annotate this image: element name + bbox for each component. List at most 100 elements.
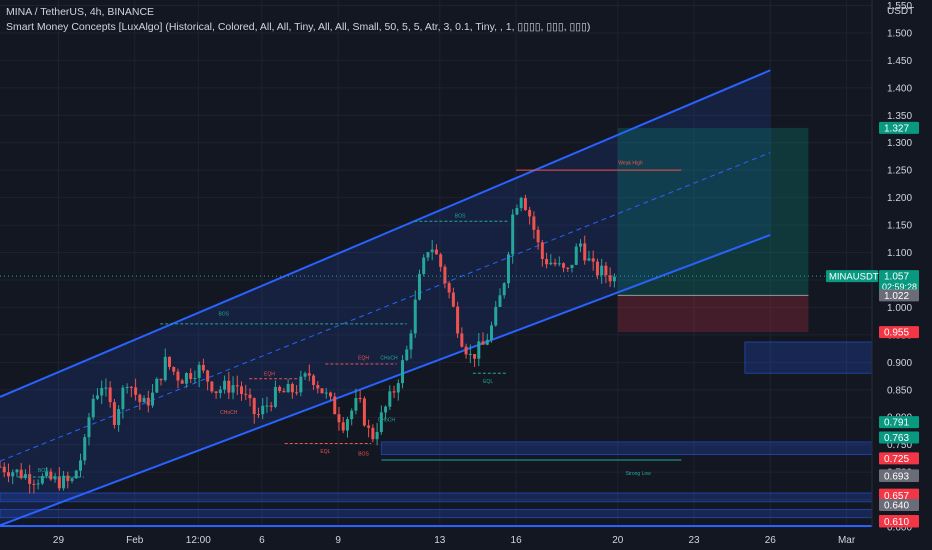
candle-body — [49, 471, 53, 480]
y-tick-label: 1.350 — [887, 111, 912, 122]
x-tick-label: 6 — [259, 535, 265, 546]
y-tick-label: 0.600 — [887, 523, 912, 534]
candle-body — [595, 261, 599, 276]
candle-body — [379, 412, 383, 432]
candle-body — [570, 264, 574, 269]
candle-body — [498, 295, 502, 307]
price-label: 1.057 — [884, 272, 909, 283]
y-tick-label: 1.100 — [887, 248, 912, 259]
candle-body — [117, 409, 121, 426]
candle-body — [290, 384, 294, 393]
x-tick-label: 26 — [765, 535, 777, 546]
structure-label: Weak High — [618, 161, 643, 167]
candle-body — [231, 385, 235, 393]
candle-body — [36, 483, 40, 485]
candle-body — [206, 370, 210, 382]
candle-body — [197, 364, 201, 378]
candle-body — [227, 380, 231, 393]
candle-body — [358, 398, 362, 400]
candle-body — [557, 263, 561, 265]
structure-label: EQH — [358, 356, 369, 362]
candle-body — [405, 349, 409, 361]
candle-body — [11, 472, 15, 477]
candle-body — [604, 265, 608, 276]
candle-body — [159, 378, 163, 381]
candle-body — [121, 387, 125, 410]
x-tick-label: 9 — [335, 535, 341, 546]
candle-body — [371, 427, 375, 440]
candle-body — [62, 475, 66, 489]
candle-body — [443, 266, 447, 284]
candle-body — [28, 474, 32, 484]
indicator-title: Smart Money Concepts [LuxAlgo] (Historic… — [6, 21, 591, 33]
x-tick-label: 23 — [688, 535, 700, 546]
y-tick-label: 1.450 — [887, 56, 912, 67]
candle-body — [481, 341, 485, 345]
candle-body — [337, 414, 341, 423]
candle-body — [273, 386, 277, 407]
y-tick-label: 0.900 — [887, 358, 912, 369]
candle-body — [608, 275, 612, 282]
candle-body — [413, 299, 417, 334]
candle-body — [392, 391, 396, 393]
order-block-zone — [744, 341, 873, 374]
candle-body — [464, 346, 468, 355]
candle-body — [303, 373, 307, 377]
price-label-bg — [879, 270, 919, 293]
price-unit: USDT — [887, 6, 915, 17]
candle-body — [129, 386, 133, 388]
candle-body — [95, 395, 99, 399]
candle-body — [350, 410, 354, 420]
candle-body — [307, 373, 311, 376]
candle-body — [515, 208, 519, 215]
y-tick-label: 1.550 — [887, 1, 912, 12]
candle-body — [511, 214, 515, 255]
price-label-bg — [879, 499, 919, 512]
candle-body — [490, 325, 494, 340]
candle-body — [574, 246, 578, 265]
price-label-bg — [879, 431, 919, 444]
structure-label: EQL — [320, 449, 330, 455]
candle-body — [32, 483, 36, 485]
order-block-zone — [0, 492, 873, 503]
candle-body — [295, 392, 299, 394]
candle-body — [53, 476, 57, 480]
candle-body — [19, 469, 23, 479]
structure-label: BOS — [38, 468, 49, 474]
candle-body — [87, 417, 91, 438]
candle-body — [502, 283, 506, 296]
candle-body — [320, 388, 324, 394]
candle-body — [189, 373, 193, 379]
candle-body — [434, 249, 438, 255]
candle-body — [388, 391, 392, 407]
candle-body — [341, 422, 345, 431]
candle-body — [312, 375, 316, 386]
x-tick-label: 12:00 — [186, 535, 211, 546]
candle-body — [0, 466, 2, 468]
candle-body — [553, 262, 557, 265]
price-label-bg — [879, 452, 919, 465]
candle-body — [396, 383, 400, 393]
candle-body — [155, 378, 159, 393]
candle-body — [545, 258, 549, 265]
candle-body — [473, 354, 477, 359]
loss-zone — [617, 295, 809, 333]
order-block-zone — [380, 441, 873, 456]
candle-body — [138, 394, 142, 403]
candle-body — [214, 391, 218, 393]
structure-label: EQH — [264, 371, 275, 377]
candle-body — [142, 397, 146, 403]
candle-body — [108, 387, 112, 403]
candle-body — [176, 371, 180, 381]
candle-body — [79, 460, 83, 471]
candle-body — [100, 388, 104, 396]
candle-body — [536, 229, 540, 243]
candle-body — [494, 306, 498, 326]
candle-body — [91, 398, 95, 418]
candle-body — [240, 386, 244, 394]
price-label: 0.610 — [884, 517, 909, 528]
candle-body — [439, 254, 443, 267]
candle-body — [422, 257, 426, 274]
price-label: 0.657 — [884, 491, 909, 502]
